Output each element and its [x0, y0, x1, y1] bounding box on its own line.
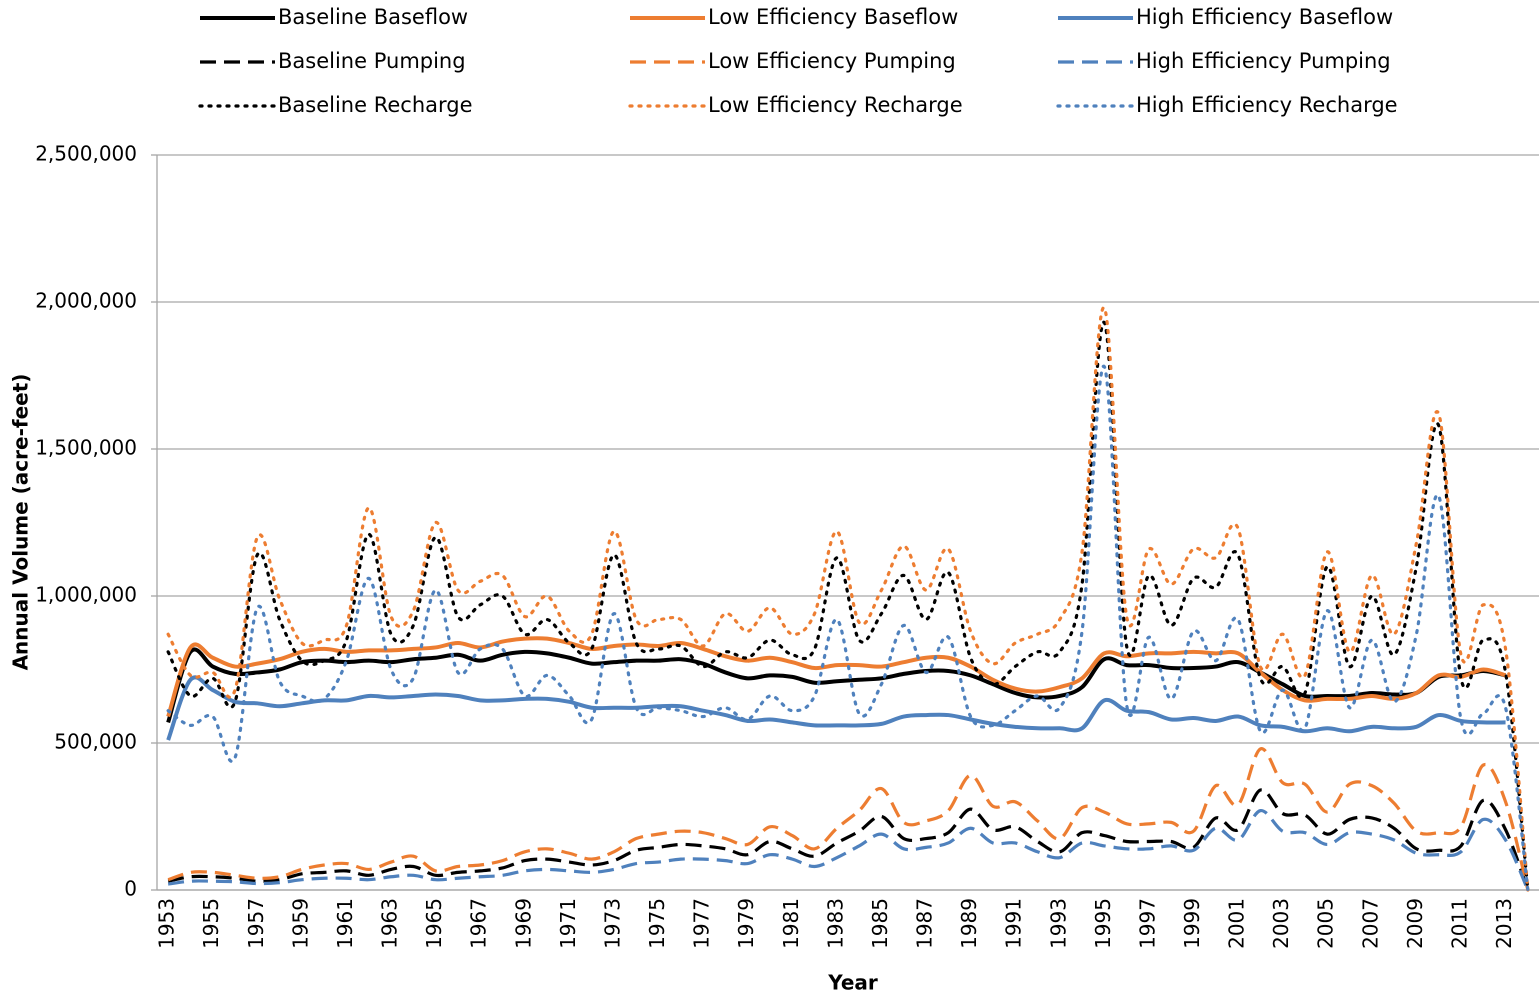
x-tick-label: 1999 — [1180, 898, 1204, 949]
legend-label: High Efficiency Baseflow — [1136, 5, 1393, 29]
x-tick-label: 1985 — [868, 898, 892, 949]
series-line — [166, 306, 1530, 892]
x-tick-label: 2005 — [1314, 898, 1338, 949]
series-line — [167, 747, 1530, 891]
y-tick-label: 500,000 — [54, 730, 137, 754]
x-tick-label: 1997 — [1135, 898, 1159, 949]
x-tick-label: 1991 — [1002, 898, 1026, 949]
x-tick-label: 1989 — [957, 898, 981, 949]
y-axis-title: Annual Volume (acre-feet) — [9, 374, 33, 671]
x-tick-label: 1971 — [556, 898, 580, 949]
legend-label: High Efficiency Recharge — [1136, 93, 1398, 117]
x-tick-label: 1979 — [734, 898, 758, 949]
x-tick-label: 1973 — [600, 898, 624, 949]
x-tick-label: 1993 — [1046, 898, 1070, 949]
x-tick-label: 2001 — [1225, 898, 1249, 949]
x-tick-label: 1957 — [244, 898, 268, 949]
x-tick-label: 1969 — [511, 898, 535, 949]
x-tick-label: 2003 — [1269, 898, 1293, 949]
x-tick-label: 1953 — [155, 898, 179, 949]
x-tick-label: 1981 — [779, 898, 803, 949]
y-tick-label: 2,500,000 — [35, 142, 137, 166]
x-tick-label: 1959 — [288, 898, 312, 949]
series-line — [166, 365, 1530, 892]
y-tick-label: 1,500,000 — [35, 436, 137, 460]
x-tick-label: 2013 — [1492, 898, 1516, 949]
x-tick-label: 2007 — [1358, 898, 1382, 949]
y-tick-label: 0 — [124, 877, 137, 901]
series-line — [167, 788, 1530, 891]
x-tick-label: 1977 — [690, 898, 714, 949]
x-tick-label: 1965 — [422, 898, 446, 949]
x-tick-label: 1963 — [378, 898, 402, 949]
series-line — [166, 636, 1507, 718]
x-tick-label: 1995 — [1091, 898, 1115, 949]
legend-label: Low Efficiency Recharge — [708, 93, 963, 117]
legend: Baseline Baseflow Low Efficiency Baseflow… — [198, 5, 1398, 117]
series-line — [167, 809, 1530, 891]
series-line — [166, 320, 1530, 892]
x-tick-label: 1975 — [645, 898, 669, 949]
legend-label: High Efficiency Pumping — [1136, 49, 1391, 73]
series-line — [166, 647, 1507, 724]
x-tick-label: 2011 — [1447, 898, 1471, 949]
y-tick-label: 1,000,000 — [35, 583, 137, 607]
x-tick-label: 1983 — [823, 898, 847, 949]
legend-label: Baseline Recharge — [278, 93, 473, 117]
legend-label: Low Efficiency Baseflow — [708, 5, 958, 29]
x-tick-label: 2009 — [1403, 898, 1427, 949]
x-tick-label: 1961 — [333, 898, 357, 949]
legend-label: Baseline Baseflow — [278, 5, 468, 29]
series-line — [166, 675, 1506, 741]
legend-label: Baseline Pumping — [278, 49, 466, 73]
y-tick-label: 2,000,000 — [35, 289, 137, 313]
x-tick-label: 1987 — [913, 898, 937, 949]
legend-label: Low Efficiency Pumping — [708, 49, 956, 73]
x-axis-title: Year — [827, 971, 878, 995]
x-tick-label: 1955 — [199, 898, 223, 949]
x-tick-label: 1967 — [467, 898, 491, 949]
